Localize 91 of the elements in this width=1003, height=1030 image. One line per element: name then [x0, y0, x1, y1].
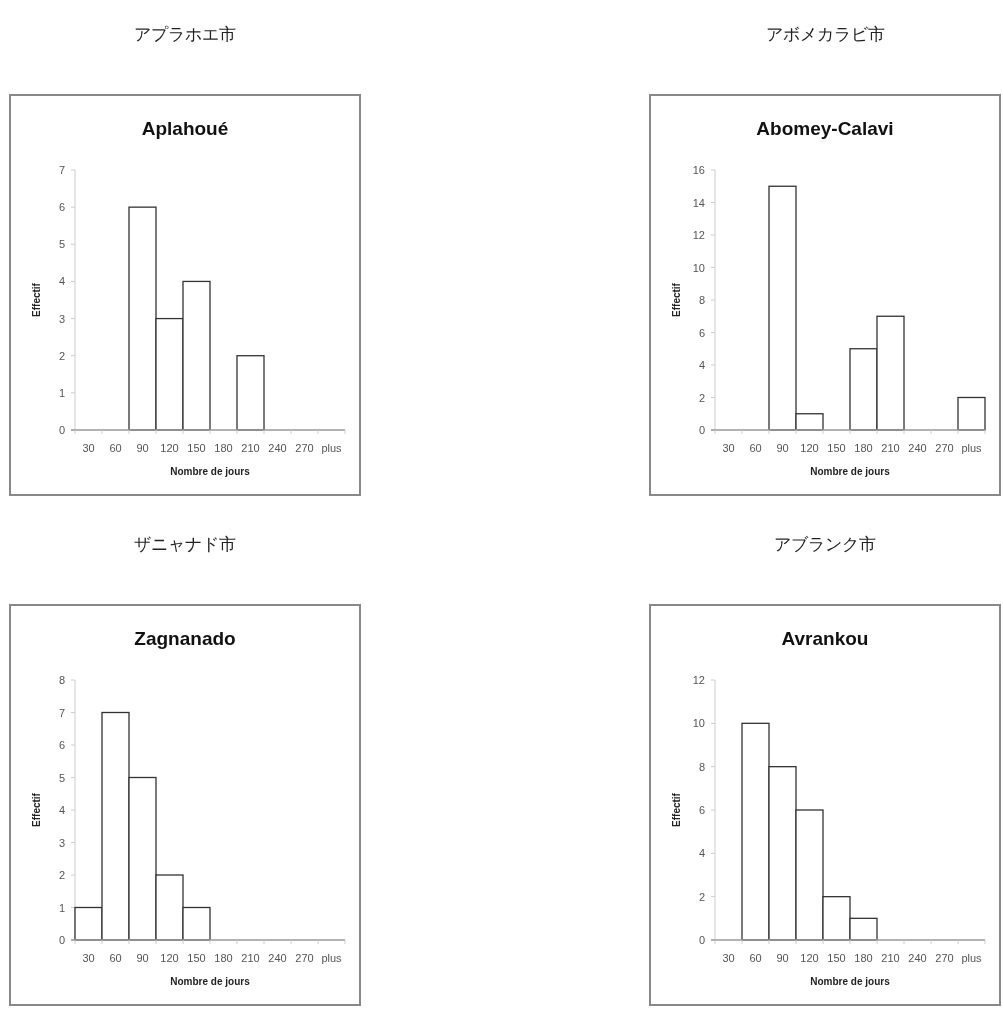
x-tick-label: 240: [908, 952, 927, 964]
y-tick-label: 6: [698, 804, 705, 816]
x-tick-label: 180: [854, 442, 873, 454]
y-tick-label: 4: [58, 275, 65, 288]
x-tick-label: 150: [187, 442, 206, 454]
x-tick-label: plus: [321, 442, 343, 454]
x-tick-label: 120: [800, 952, 819, 964]
y-tick-label: 3: [58, 836, 65, 849]
x-tick-label: 120: [800, 442, 819, 454]
y-tick-label: 5: [58, 771, 65, 784]
x-tick-label: 240: [908, 442, 927, 454]
bar: [957, 396, 986, 431]
x-tick-label: plus: [961, 442, 983, 454]
x-tick-label: 150: [827, 952, 846, 964]
y-tick-label: 4: [698, 359, 705, 371]
x-tick-label: 30: [82, 952, 95, 964]
x-axis-title: Nombre de jours: [810, 466, 891, 477]
y-tick-label: 12: [692, 674, 705, 686]
x-tick-label: 150: [187, 952, 206, 964]
x-tick-label: plus: [961, 952, 983, 964]
y-tick-label: 0: [58, 934, 65, 946]
x-tick-label: 60: [749, 952, 762, 964]
y-tick-label: 7: [58, 706, 65, 719]
x-tick-label: 270: [935, 952, 954, 964]
x-tick-label: 90: [136, 952, 149, 964]
x-tick-label: 120: [160, 952, 179, 964]
bar: [236, 355, 265, 431]
y-tick-label: 12: [692, 229, 705, 241]
x-tick-label: 180: [214, 952, 233, 964]
x-axis-title: Nombre de jours: [810, 976, 891, 987]
x-tick-label: 90: [776, 442, 789, 454]
y-axis-title: Effectif: [671, 792, 682, 827]
y-tick-label: 3: [58, 312, 65, 325]
y-tick-label: 2: [58, 869, 65, 881]
y-tick-label: 0: [698, 424, 705, 436]
x-tick-label: 240: [268, 952, 287, 964]
chart-title: アボメカラビ市: [765, 24, 885, 44]
y-tick-label: 6: [698, 326, 705, 339]
y-tick-label: 1: [58, 901, 65, 914]
x-tick-label: 180: [214, 442, 233, 454]
chart-subtitle: Zagnanado: [134, 628, 236, 649]
x-tick-label: 180: [854, 952, 873, 964]
y-axis-title: Effectif: [31, 282, 42, 317]
x-tick-label: 60: [749, 442, 762, 454]
x-tick-label: 120: [160, 442, 179, 454]
chart-title: ザニャナド市: [134, 534, 236, 554]
chart-title: アブランク市: [774, 534, 876, 554]
y-axis-title: Effectif: [671, 282, 682, 317]
x-tick-label: 60: [109, 442, 122, 454]
y-tick-label: 2: [58, 349, 65, 362]
chart-subtitle: Avrankou: [781, 628, 869, 649]
y-tick-label: 6: [58, 201, 65, 214]
x-tick-label: 90: [136, 442, 149, 454]
y-tick-label: 2: [698, 890, 705, 903]
x-tick-label: 240: [268, 442, 287, 454]
y-tick-label: 8: [698, 294, 705, 306]
x-tick-label: 60: [109, 952, 122, 964]
x-axis-title: Nombre de jours: [170, 466, 251, 477]
y-tick-label: 6: [58, 739, 65, 751]
y-tick-label: 2: [698, 391, 705, 404]
y-tick-label: 5: [58, 238, 65, 251]
x-tick-label: 210: [881, 952, 900, 964]
x-tick-label: 210: [241, 442, 260, 454]
y-tick-label: 0: [58, 424, 65, 436]
chart-subtitle: Abomey-Calavi: [756, 118, 894, 139]
chart-subtitle: Aplahoué: [141, 118, 229, 139]
x-tick-label: 30: [722, 442, 735, 454]
x-tick-label: 270: [295, 442, 314, 454]
x-tick-label: 270: [935, 442, 954, 454]
y-tick-label: 8: [58, 674, 65, 686]
y-tick-label: 4: [698, 847, 705, 860]
x-tick-label: 210: [881, 442, 900, 454]
x-axis-title: Nombre de jours: [170, 976, 251, 987]
x-tick-label: 30: [722, 952, 735, 964]
y-tick-label: 14: [692, 196, 705, 209]
y-axis-title: Effectif: [31, 792, 42, 827]
y-tick-label: 0: [698, 934, 705, 946]
y-tick-label: 4: [58, 804, 65, 816]
x-tick-label: 30: [82, 442, 95, 454]
y-tick-label: 10: [692, 261, 705, 274]
y-tick-label: 10: [692, 717, 705, 730]
chart-title: アプラホエ市: [134, 24, 236, 44]
y-tick-label: 8: [698, 760, 705, 773]
y-tick-label: 7: [58, 164, 65, 176]
x-tick-label: 210: [241, 952, 260, 964]
y-tick-label: 1: [58, 386, 65, 399]
x-tick-label: 90: [776, 952, 789, 964]
x-tick-label: 150: [827, 442, 846, 454]
x-tick-label: plus: [321, 952, 343, 964]
x-tick-label: 270: [295, 952, 314, 964]
y-tick-label: 16: [692, 164, 705, 176]
